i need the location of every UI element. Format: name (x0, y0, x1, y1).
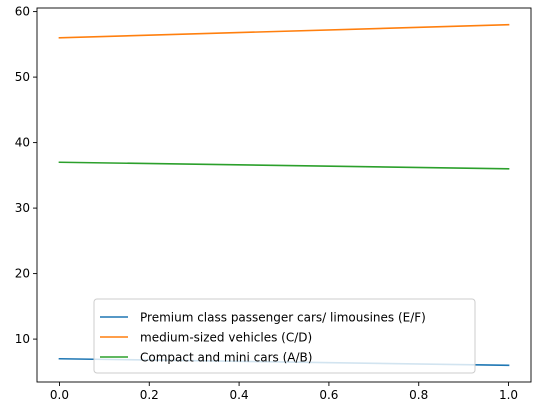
x-tick-label: 1.0 (499, 388, 518, 402)
legend: Premium class passenger cars/ limousines… (93, 298, 476, 374)
x-tick-label: 0.6 (319, 388, 338, 402)
axes-layer (36, 7, 532, 383)
y-tick-label: 10 (15, 332, 30, 346)
y-tick-label: 40 (15, 136, 30, 150)
x-tick-label: 0.4 (230, 388, 249, 402)
x-tick-label: 0.0 (50, 388, 69, 402)
legend-label-0: Premium class passenger cars/ limousines… (140, 311, 426, 325)
y-tick-label: 50 (15, 70, 30, 84)
legend-box (93, 298, 476, 374)
legend-label-1: medium-sized vehicles (C/D) (140, 331, 312, 345)
x-tick-label: 0.8 (409, 388, 428, 402)
y-tick-label: 60 (15, 5, 30, 19)
series-line-1 (58, 23, 510, 39)
y-tick-label: 30 (15, 201, 30, 215)
legend-label-2: Compact and mini cars (A/B) (140, 351, 312, 365)
plot-frame (36, 7, 532, 383)
x-tick-label: 0.2 (140, 388, 159, 402)
ticks-layer: 0.0 0.2 0.4 0.6 0.8 1.0 10 20 30 40 50 60 (15, 5, 518, 402)
series-line-2 (58, 161, 510, 170)
y-tick-label: 20 (15, 267, 30, 281)
